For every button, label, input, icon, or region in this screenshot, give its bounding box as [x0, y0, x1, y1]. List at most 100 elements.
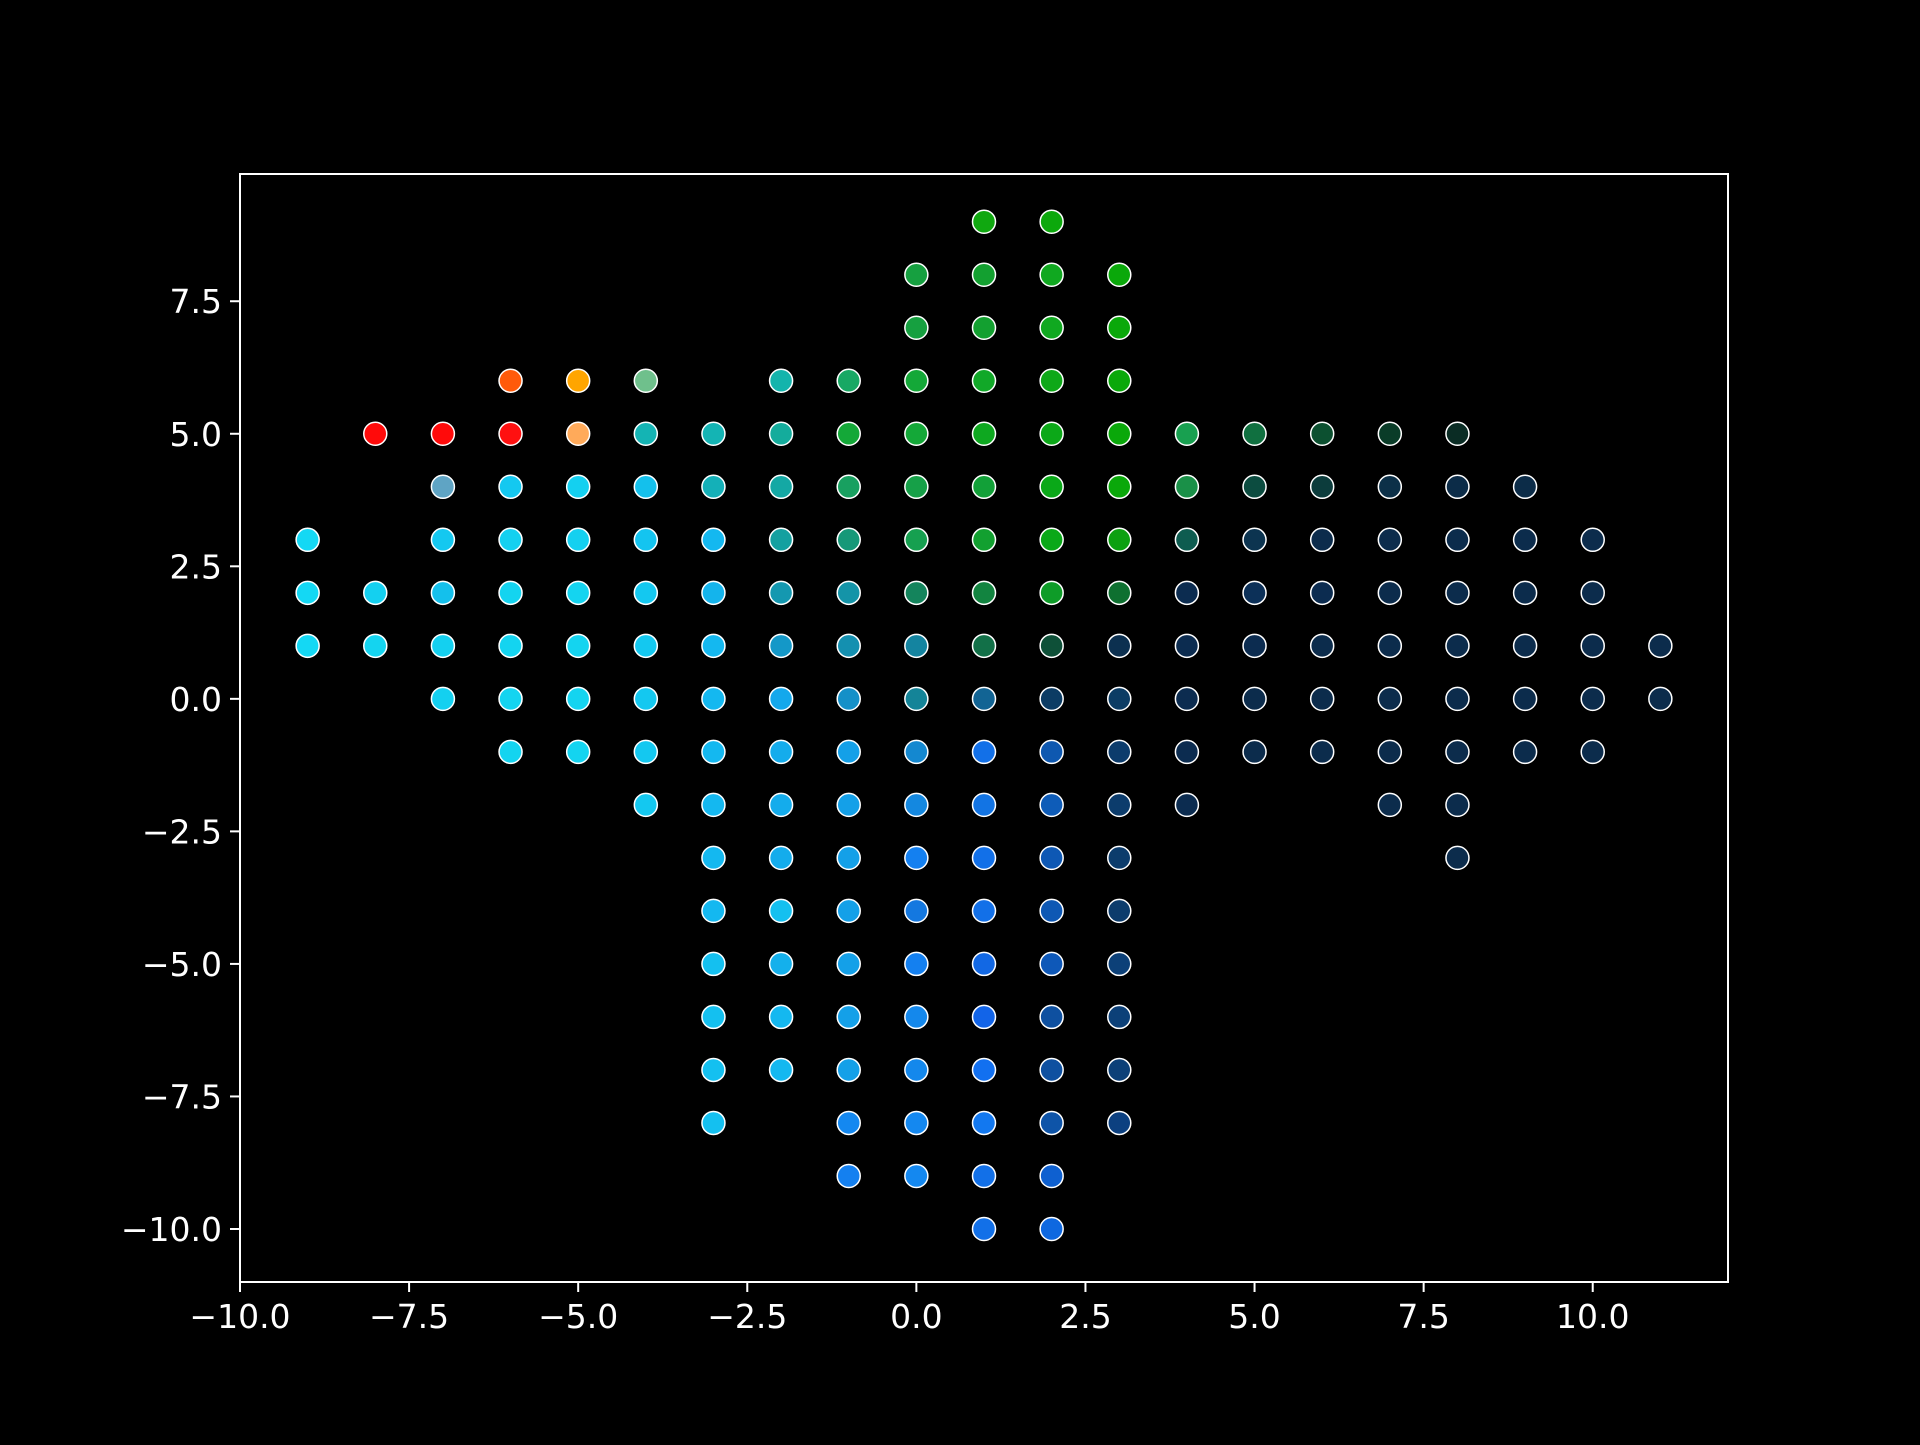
scatter-point — [701, 474, 726, 500]
scatter-point — [904, 739, 929, 765]
scatter-point — [1039, 421, 1064, 447]
scatter-point — [768, 421, 794, 447]
scatter-point — [1309, 686, 1335, 712]
scatter-points — [295, 209, 1673, 1242]
scatter-point — [633, 792, 659, 818]
scatter-point — [565, 421, 591, 447]
scatter-point — [1107, 845, 1132, 871]
scatter-point — [1580, 580, 1605, 606]
scatter-point — [836, 951, 861, 977]
y-tick-label: −5.0 — [142, 945, 222, 984]
scatter-point — [1445, 633, 1470, 659]
scatter-point — [701, 792, 726, 818]
scatter-point — [768, 633, 794, 659]
scatter-point — [1107, 1004, 1132, 1030]
scatter-point — [1039, 262, 1064, 287]
plot-frame — [239, 173, 1729, 1283]
scatter-point — [1107, 315, 1132, 340]
scatter-point — [904, 845, 929, 871]
scatter-point — [1377, 421, 1403, 447]
scatter-point — [430, 421, 456, 447]
y-tick-label: −2.5 — [142, 812, 222, 851]
scatter-point — [971, 580, 997, 606]
scatter-point — [904, 580, 929, 606]
y-tick-label: 0.0 — [170, 680, 222, 719]
scatter-point — [971, 368, 997, 394]
scatter-point — [565, 686, 591, 712]
scatter-point — [701, 845, 726, 871]
scatter-point — [633, 686, 659, 712]
scatter-point — [701, 1004, 726, 1030]
scatter-point — [701, 580, 726, 606]
scatter-point — [768, 580, 794, 606]
scatter-point — [1377, 527, 1403, 553]
scatter-point — [498, 368, 523, 394]
scatter-point — [1174, 792, 1200, 818]
scatter-point — [971, 262, 997, 287]
scatter-point — [768, 951, 794, 977]
scatter-point — [363, 580, 388, 606]
scatter-point — [1107, 527, 1132, 553]
scatter-point — [836, 421, 861, 447]
scatter-point — [701, 739, 726, 765]
scatter-point — [1039, 368, 1064, 394]
scatter-point — [295, 527, 320, 553]
scatter-point — [904, 1163, 929, 1189]
scatter-point — [1445, 739, 1470, 765]
x-tick-label: 10.0 — [1556, 1297, 1629, 1336]
scatter-point — [904, 686, 929, 712]
scatter-point — [1174, 686, 1200, 712]
scatter-point — [768, 368, 794, 394]
scatter-point — [633, 421, 659, 447]
scatter-point — [1377, 474, 1403, 500]
x-tick-label: −10.0 — [189, 1297, 290, 1336]
scatter-point — [1242, 527, 1267, 553]
scatter-point — [904, 368, 929, 394]
scatter-point — [1580, 633, 1605, 659]
scatter-point — [836, 898, 861, 924]
x-tick-label: −5.0 — [538, 1297, 618, 1336]
scatter-point — [904, 262, 929, 287]
scatter-point — [1242, 633, 1267, 659]
scatter-point — [1039, 951, 1064, 977]
scatter-point — [1309, 580, 1335, 606]
x-tick-label: 2.5 — [1059, 1297, 1111, 1336]
scatter-point — [1309, 474, 1335, 500]
scatter-point — [498, 421, 523, 447]
scatter-point — [1107, 1110, 1132, 1136]
x-tick-label: 0.0 — [890, 1297, 942, 1336]
scatter-point — [1377, 633, 1403, 659]
scatter-point — [904, 951, 929, 977]
scatter-point — [768, 1004, 794, 1030]
scatter-point — [1039, 1216, 1064, 1242]
scatter-point — [1107, 262, 1132, 287]
scatter-point — [701, 1057, 726, 1083]
scatter-point — [971, 898, 997, 924]
y-tick-label: 7.5 — [170, 282, 222, 321]
scatter-point — [363, 633, 388, 659]
scatter-point — [904, 898, 929, 924]
scatter-point — [1309, 527, 1335, 553]
scatter-point — [498, 633, 523, 659]
scatter-point — [430, 580, 456, 606]
scatter-point — [1039, 209, 1064, 234]
scatter-point — [1039, 845, 1064, 871]
scatter-point — [904, 527, 929, 553]
scatter-point — [1445, 421, 1470, 447]
scatter-point — [768, 792, 794, 818]
scatter-point — [701, 421, 726, 447]
scatter-point — [971, 1004, 997, 1030]
scatter-point — [1377, 739, 1403, 765]
scatter-point — [971, 633, 997, 659]
scatter-point — [971, 792, 997, 818]
scatter-point — [1039, 527, 1064, 553]
scatter-point — [904, 1057, 929, 1083]
scatter-point — [1039, 1004, 1064, 1030]
scatter-point — [430, 474, 456, 500]
scatter-point — [1445, 792, 1470, 818]
x-tick-label: 7.5 — [1397, 1297, 1449, 1336]
scatter-point — [904, 633, 929, 659]
x-tick-label: −7.5 — [369, 1297, 449, 1336]
scatter-point — [1445, 580, 1470, 606]
scatter-point — [836, 368, 861, 394]
